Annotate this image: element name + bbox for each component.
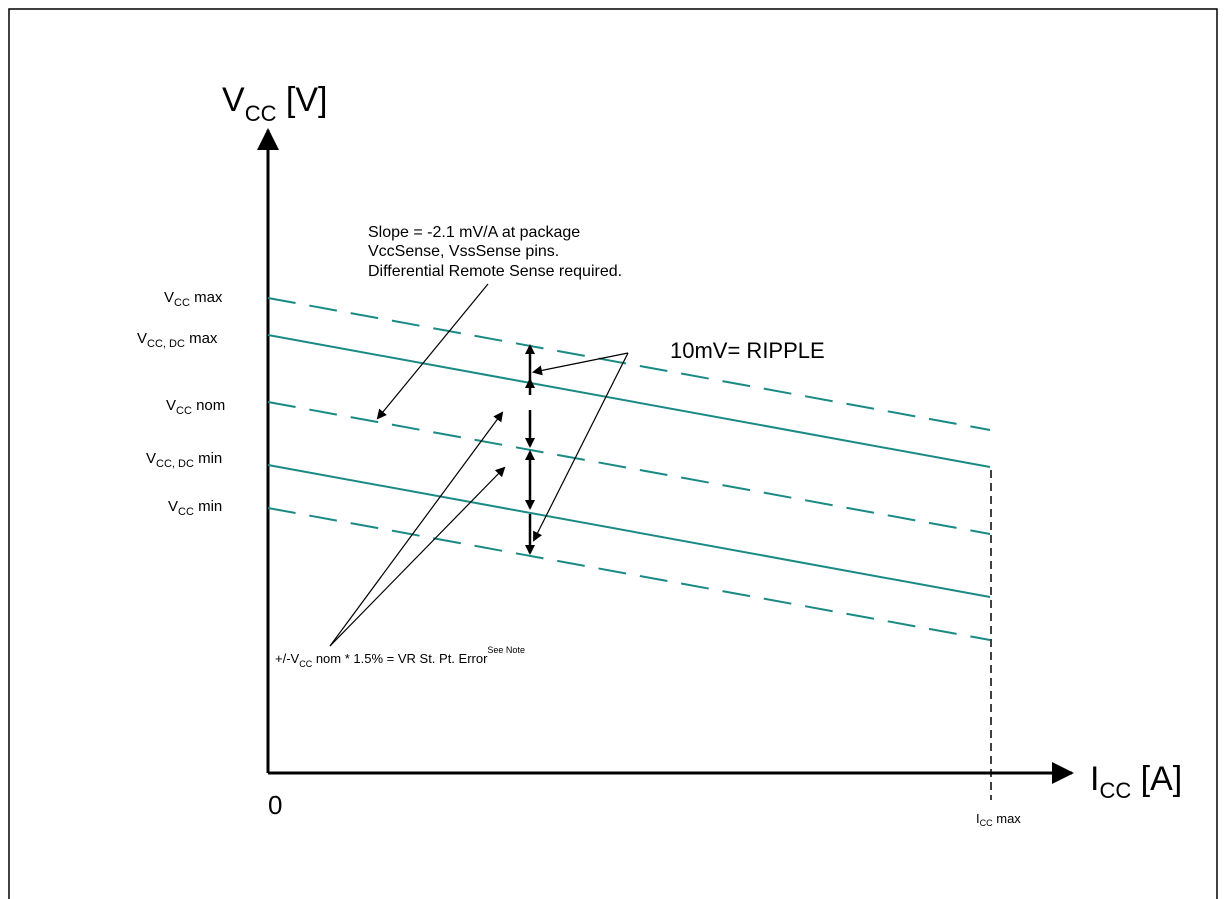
origin-label: 0	[268, 790, 282, 820]
ripple-label: 10mV= RIPPLE	[670, 338, 825, 363]
icc-max-label: ICC max	[976, 811, 1021, 828]
label-vcc-dc-min: VCC, DC min	[146, 450, 222, 470]
frame-border	[8, 8, 1218, 899]
error-note: +/-VCC nom * 1.5% = VR St. Pt. ErrorSee …	[275, 645, 525, 669]
slope-note-arrow	[376, 283, 489, 420]
vcc-min-line	[267, 507, 991, 641]
ripple-arrow-upper	[532, 352, 629, 376]
error-arrow-upper	[329, 411, 504, 647]
y-axis-title: VCC [V]	[222, 81, 328, 126]
vcc-dc-min-line	[267, 464, 991, 598]
vcc-nom-line	[267, 401, 991, 535]
label-vcc-max: VCC max	[164, 289, 223, 309]
slope-note: Slope = -2.1 mV/A at package VccSense, V…	[368, 224, 622, 280]
label-vcc-min: VCC min	[168, 498, 222, 518]
ripple-arrow-lower	[533, 352, 629, 542]
vcc-max-line	[267, 297, 991, 431]
vcc-dc-max-line	[267, 334, 991, 468]
label-vcc-nom: VCC nom	[166, 397, 225, 417]
error-arrow-lower	[329, 466, 506, 647]
label-vcc-dc-max: VCC, DC max	[137, 330, 218, 350]
x-axis-title: ICC [A]	[1090, 760, 1182, 803]
